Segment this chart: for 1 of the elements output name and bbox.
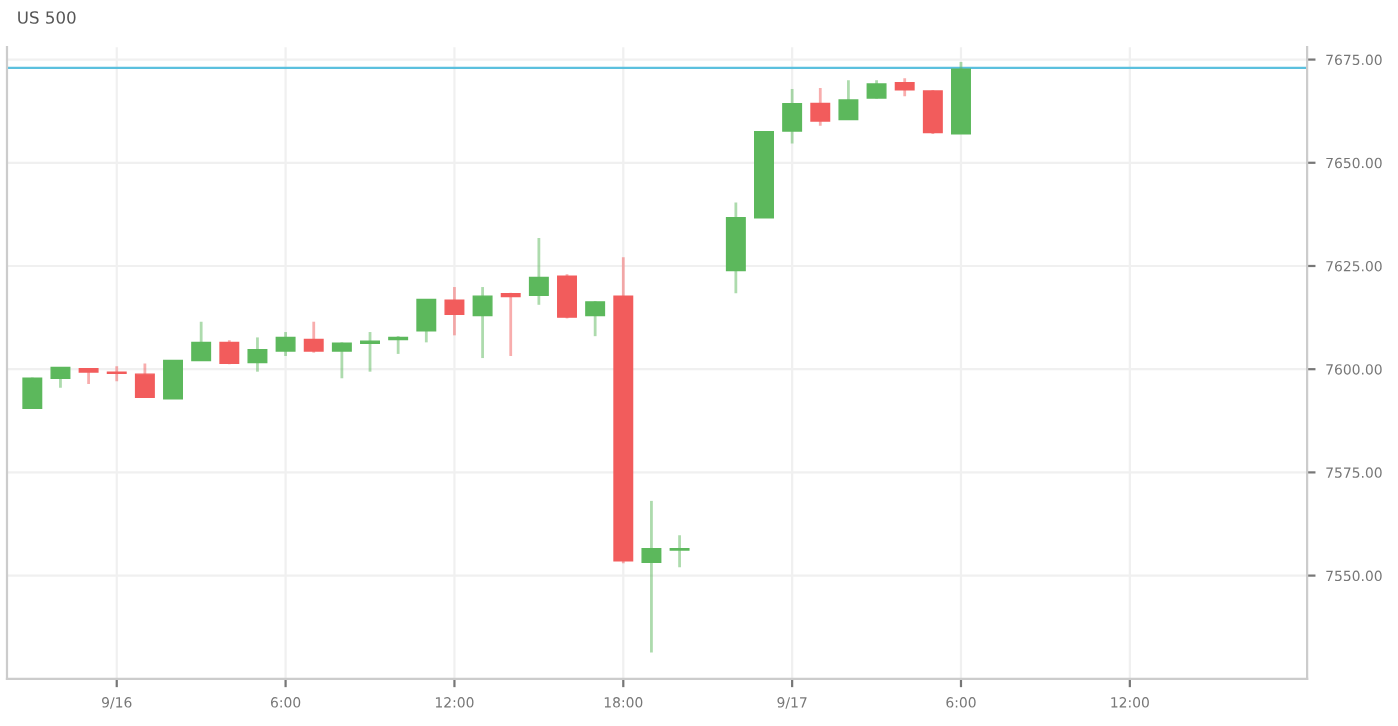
chart-title: US 500: [18, 11, 76, 24]
